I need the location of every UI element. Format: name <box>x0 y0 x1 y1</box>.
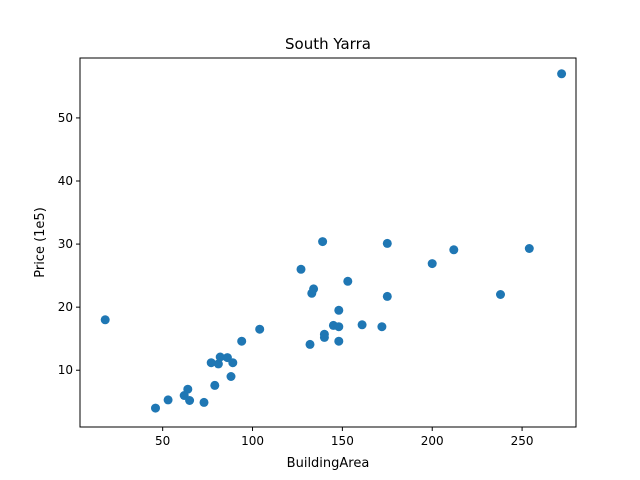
x-tick-label: 250 <box>511 434 534 448</box>
data-point <box>237 336 247 346</box>
x-axis-ticks: 50 100 150 200 250 <box>155 427 534 448</box>
y-tick-label: 40 <box>58 174 73 188</box>
x-tick-label: 50 <box>155 434 170 448</box>
data-point <box>382 238 392 248</box>
data-point <box>151 403 160 413</box>
data-point <box>226 372 236 381</box>
x-axis-label: BuildingArea <box>287 456 370 471</box>
data-point <box>199 397 209 407</box>
y-tick-label: 50 <box>58 111 73 125</box>
data-point <box>319 329 329 339</box>
data-point <box>334 305 344 315</box>
data-point <box>228 358 238 368</box>
data-point <box>305 339 315 349</box>
data-point <box>206 358 216 368</box>
data-point <box>100 315 110 325</box>
data-point <box>382 291 392 301</box>
x-tick-label: 200 <box>421 434 444 448</box>
data-point <box>427 259 437 269</box>
data-point <box>163 395 173 405</box>
data-point <box>357 320 367 330</box>
data-point <box>334 336 344 346</box>
data-point <box>296 264 306 274</box>
y-axis-label: Price (1e5) <box>33 207 48 278</box>
y-tick-label: 30 <box>58 237 73 251</box>
x-tick-label: 150 <box>331 434 354 448</box>
plot-frame <box>79 57 577 428</box>
data-point <box>343 276 353 286</box>
data-point <box>449 245 459 255</box>
y-tick-label: 20 <box>58 300 73 314</box>
x-tick-label: 100 <box>241 434 264 448</box>
chart-title: South Yarra <box>285 35 371 53</box>
data-point <box>557 69 567 79</box>
data-points <box>100 69 567 413</box>
data-point <box>318 237 328 247</box>
data-point <box>377 322 387 332</box>
data-point <box>309 284 319 294</box>
data-point <box>334 322 344 332</box>
data-point <box>210 380 220 390</box>
y-tick-label: 10 <box>58 363 73 377</box>
y-axis-ticks: 10 20 30 40 50 <box>58 111 80 377</box>
data-point <box>183 384 193 394</box>
data-point <box>213 359 223 369</box>
data-point <box>185 396 195 405</box>
data-point <box>524 244 534 253</box>
data-point <box>496 290 505 299</box>
data-point <box>215 352 225 362</box>
data-point <box>255 324 265 334</box>
